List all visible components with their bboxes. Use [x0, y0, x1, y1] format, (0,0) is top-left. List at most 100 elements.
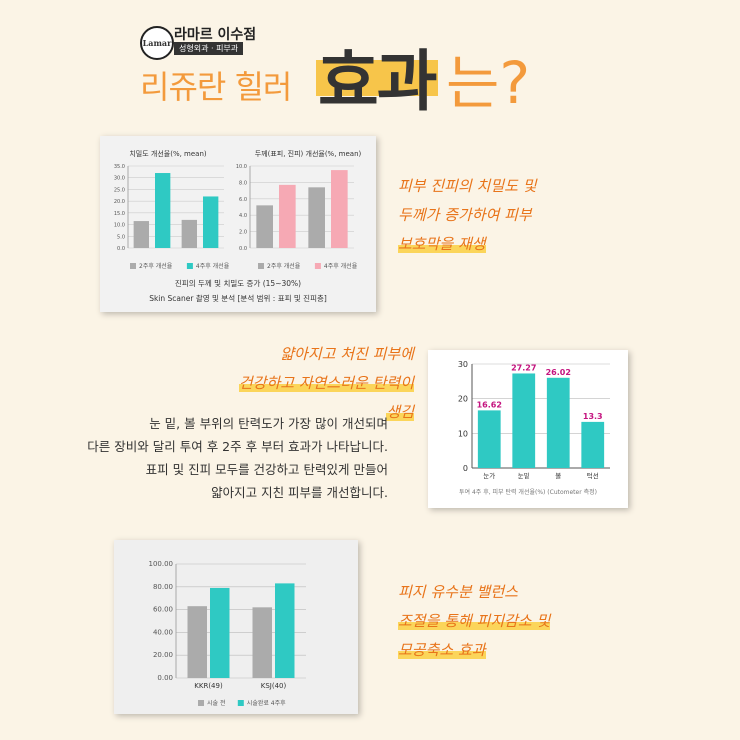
y-tick-label: 0.0 [117, 246, 125, 252]
chart-card-sebum: 0.00 20.00 40.00 60.00 80.00 100.00 KKR(49) KSJ… [114, 540, 358, 714]
bar [581, 421, 605, 468]
headline-treatment: 리쥬란 힐러 [140, 68, 292, 106]
chart-card-density-thickness: 치밀도 개선율(%, mean) 두께(표피, 진피) 개선율(%, mean)… [100, 136, 376, 312]
note-line: 보호막을 재생 [398, 230, 537, 259]
bar [477, 410, 501, 468]
note-line: 모공축소 효과 [398, 636, 550, 665]
headline-effect: 효과 [318, 43, 437, 120]
note-line: 조절을 통해 피지감소 및 [398, 607, 551, 636]
legend-swatch [258, 263, 264, 269]
note-line: 얇아지고 처진 피부에 [280, 345, 414, 363]
legend-label: 시술 전 [207, 699, 225, 707]
legend-label: 2주후 개선율 [139, 262, 173, 270]
y-tick-label: 60.00 [153, 606, 173, 614]
bar [155, 173, 171, 248]
bar [308, 187, 325, 248]
y-tick-label: 5.0 [117, 234, 125, 240]
note-line: 두께가 증가하여 피부 [398, 201, 537, 230]
note-density: 피부 진피의 치밀도 및 두께가 증가하여 피부 보호막을 재생 [398, 172, 537, 259]
body-line: 얇아지고 지친 피부를 개선합니다. [211, 485, 388, 500]
bar [187, 606, 207, 678]
x-tick-label: 볼 [555, 471, 561, 480]
y-tick-label: 8.0 [239, 180, 247, 186]
clinic-name: 라마르 이수점 [174, 27, 257, 43]
body-text: 눈 밑, 볼 부위의 탄력도가 가장 많이 개선되며 다른 장비와 달리 투여 … [70, 412, 388, 504]
note-line-highlight: 모공축소 효과 [398, 641, 486, 659]
headline-highlight [316, 60, 438, 96]
data-label: 27.27 [511, 363, 536, 372]
chart-elasticity: 투여 4주 후, 피부 탄력 개선율(%) (Cutometer 측정) 0 10… [458, 360, 610, 496]
bar [331, 170, 348, 248]
body-line: 눈 밑, 볼 부위의 탄력도가 가장 많이 개선되며 [149, 416, 388, 431]
x-tick-label: 턱선 [587, 471, 599, 480]
data-label: 16.62 [477, 400, 502, 409]
body-line: 표피 및 진피 모두를 건강하고 탄력있게 만들어 [145, 462, 388, 477]
y-tick-label: 25.0 [114, 187, 125, 193]
y-tick-label: 10.0 [236, 164, 247, 170]
bar [252, 607, 272, 678]
y-tick-label: 0 [463, 464, 468, 473]
clinic-subtitle: 성형외과 · 피부과 [174, 42, 244, 55]
chart-caption: 진피의 두께 및 치밀도 증가 (15~30%) [175, 278, 301, 288]
y-tick-label: 4.0 [239, 213, 247, 219]
x-axis-label: 투여 4주 후, 피부 탄력 개선율(%) (Cutometer 측정) [459, 488, 597, 496]
note-line: 피부 진피의 치밀도 및 [398, 177, 537, 195]
note-elasticity: 얇아지고 처진 피부에 건강하고 자연스러운 탄력이 생김 [232, 340, 414, 427]
bar [133, 221, 149, 248]
legend-label: 4주후 개선율 [324, 262, 358, 270]
legend-swatch [130, 263, 136, 269]
y-tick-label: 10.0 [114, 223, 125, 229]
bar [546, 377, 570, 468]
bar [512, 373, 536, 468]
bar [275, 583, 295, 678]
bar [181, 219, 197, 248]
legend-label: 4주후 개선율 [196, 262, 230, 270]
chart-sebum: 0.00 20.00 40.00 60.00 80.00 100.00 KKR(49) KSJ… [149, 560, 306, 707]
data-label: 26.02 [546, 368, 571, 377]
chart-title: 두께(표피, 진피) 개선율(%, mean) [255, 149, 362, 158]
bar [210, 587, 230, 678]
chart-card-elasticity: 투여 4주 후, 피부 탄력 개선율(%) (Cutometer 측정) 0 10… [428, 350, 628, 508]
chart-title: 치밀도 개선율(%, mean) [129, 149, 207, 158]
note-line-highlight: 조절을 통해 피지감소 및 [398, 612, 551, 630]
y-tick-label: 20.00 [153, 651, 173, 659]
clinic-logo: Lamar [140, 26, 174, 60]
note-line: 피지 유수분 밸런스 [398, 583, 518, 601]
y-tick-label: 15.0 [114, 211, 125, 217]
body-line: 다른 장비와 달리 투여 후 2주 후 부터 효과가 나타납니다. [87, 439, 388, 454]
note-sebum: 피지 유수분 밸런스 조절을 통해 피지감소 및 모공축소 효과 [398, 578, 551, 665]
y-tick-label: 30.0 [114, 176, 125, 182]
legend-swatch [186, 263, 193, 269]
x-tick-label: 눈가 [483, 471, 495, 480]
bar [279, 184, 296, 248]
chart-density-thickness: 치밀도 개선율(%, mean) 두께(표피, 진피) 개선율(%, mean)… [114, 149, 362, 303]
y-tick-label: 20 [458, 395, 468, 404]
legend-swatch [198, 700, 204, 706]
bar [203, 196, 219, 248]
legend-swatch [314, 263, 321, 269]
data-label: 13.3 [583, 412, 603, 421]
legend-label: 2주후 개선율 [267, 262, 301, 270]
y-tick-label: 10 [458, 429, 468, 438]
note-line-a: 두께가 증가하여 피부 [398, 206, 532, 224]
y-tick-label: 6.0 [239, 197, 247, 203]
y-tick-label: 100.00 [149, 560, 174, 568]
x-tick-label: KKR(49) [194, 682, 223, 690]
y-tick-label: 35.0 [114, 164, 125, 170]
y-tick-label: 2.0 [239, 230, 247, 236]
headline-question: 는? [446, 49, 531, 117]
y-tick-label: 40.00 [153, 628, 173, 636]
y-tick-label: 80.00 [153, 583, 173, 591]
chart-caption: Skin Scaner 촬영 및 분석 [분석 범위 : 표피 및 진피층] [149, 293, 327, 303]
y-tick-label: 0.00 [157, 674, 173, 682]
bar [256, 205, 273, 248]
note-line-highlight: 보호막을 재생 [398, 235, 486, 253]
x-tick-label: KSJ(40) [261, 682, 287, 690]
note-line: 건강하고 자연스러운 탄력이 생김 [232, 369, 414, 427]
legend-label: 시술완료 4주후 [247, 699, 286, 707]
x-tick-label: 눈밑 [518, 472, 530, 480]
legend-swatch [237, 700, 244, 706]
y-tick-label: 20.0 [114, 199, 125, 205]
y-tick-label: 0.0 [239, 246, 247, 252]
y-tick-label: 30 [458, 360, 468, 369]
